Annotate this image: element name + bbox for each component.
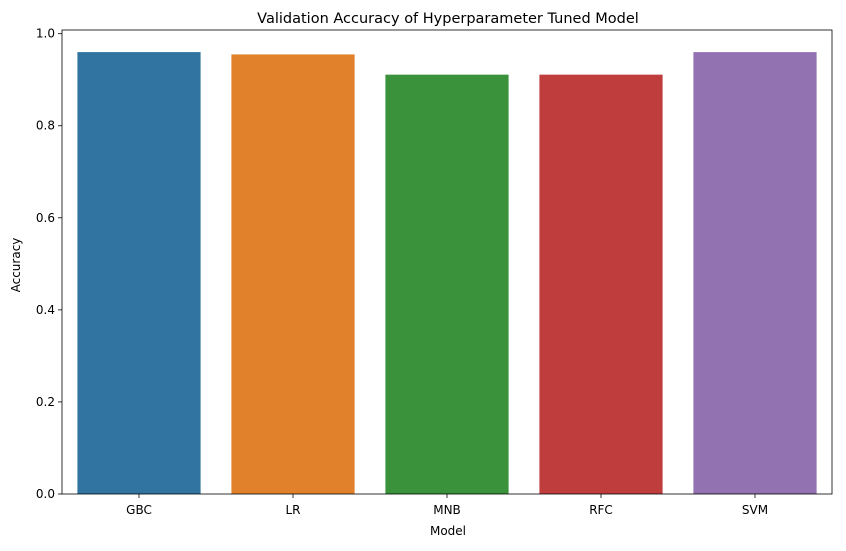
x-tick-label: GBC [126,503,152,517]
y-tick-label: 0.8 [36,119,55,133]
bar-gbc [77,52,201,494]
y-axis-label: Accuracy [9,238,23,293]
y-tick-label: 0.6 [36,211,55,225]
y-tick-label: 0.4 [36,303,55,317]
x-axis-label: Model [430,524,466,538]
bar-svm [693,52,817,494]
bar-rfc [539,74,663,495]
plot-area: GBC LR MNB RFC SVM 0.0 0.2 0.4 0.6 0.8 1.0 [36,27,833,517]
y-tick-label: 0.0 [36,487,55,501]
y-tick-label: 0.2 [36,395,55,409]
chart-title: Validation Accuracy of Hyperparameter Tu… [257,11,639,27]
x-tick-label: RFC [589,503,613,517]
x-tick-label: SVM [742,503,768,517]
bar-mnb [385,74,509,495]
axes-frame [61,29,833,495]
y-tick-label: 1.0 [36,27,55,41]
x-tick-label: LR [285,503,300,517]
x-tick-label: MNB [433,503,461,517]
bar-lr [231,54,355,495]
